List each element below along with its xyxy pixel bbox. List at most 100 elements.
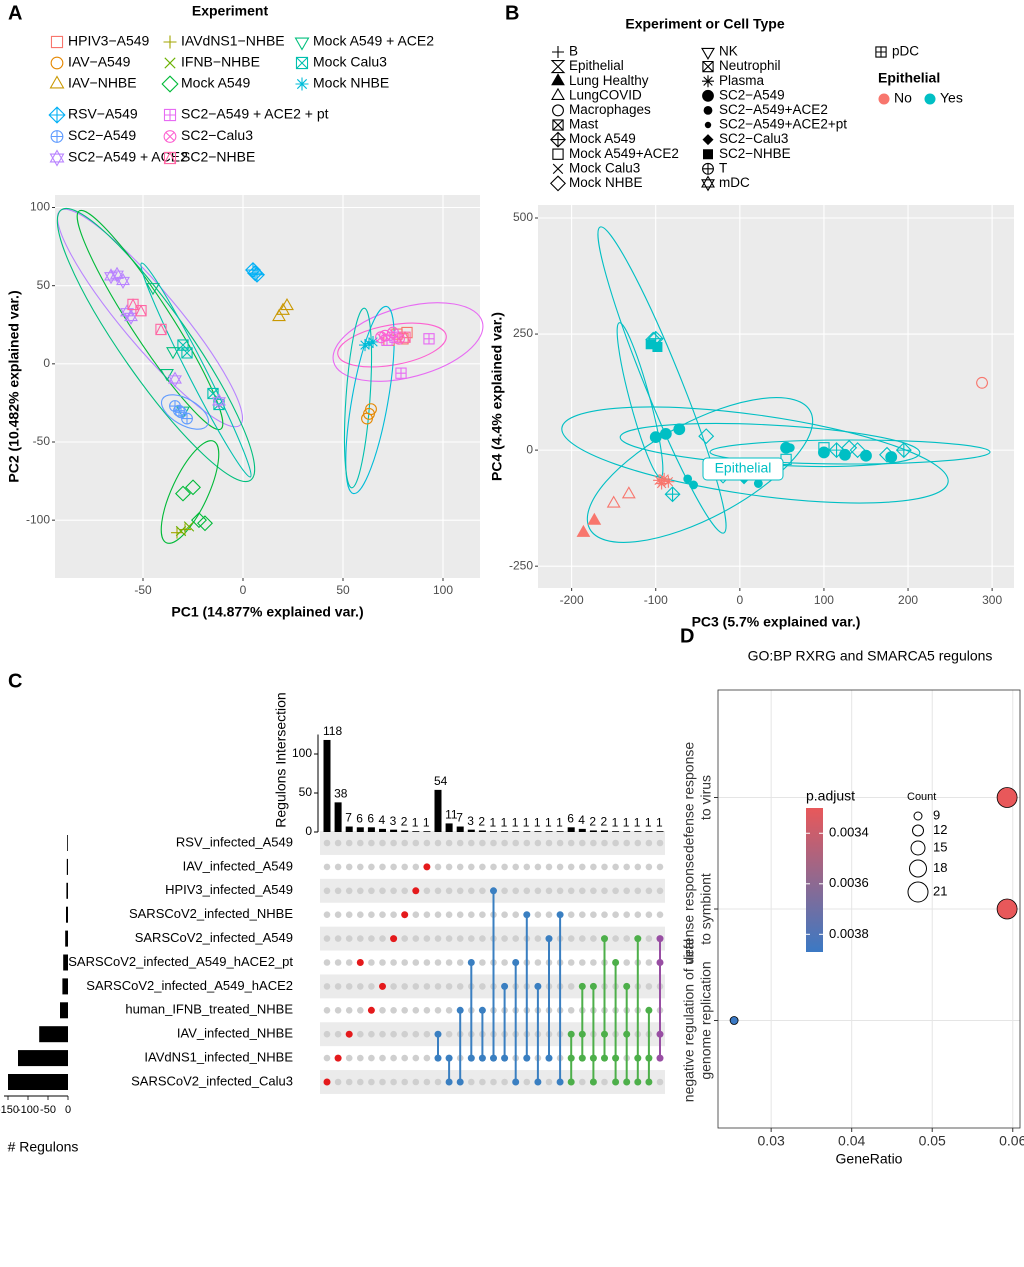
- matrix-dot-active: [634, 1054, 642, 1062]
- matrix-dot: [601, 839, 608, 847]
- set-label: SARSCoV2_infected_NHBE: [129, 906, 293, 921]
- marker-shape: [658, 472, 671, 485]
- ellipse: [597, 226, 727, 534]
- point: [171, 526, 183, 539]
- y-tick-label: defense response: [681, 742, 697, 854]
- matrix-dot: [368, 1030, 375, 1038]
- matrix-dot: [379, 1030, 386, 1038]
- matrix-dot: [434, 1007, 442, 1014]
- point: [587, 512, 602, 525]
- legend-label: SC2−A549+ACE2: [719, 102, 828, 117]
- matrix-dot: [334, 839, 342, 847]
- x-tick-label: -100: [17, 1104, 39, 1116]
- point: [181, 412, 193, 425]
- matrix-dot-active: [467, 959, 475, 966]
- matrix-dot: [357, 1007, 364, 1014]
- marker-shape: [49, 75, 65, 89]
- bar-value-label: 2: [478, 815, 485, 829]
- matrix-dot: [401, 863, 409, 871]
- marker-shape: [701, 47, 715, 61]
- matrix-dot: [534, 959, 542, 966]
- legend-key: [163, 151, 177, 165]
- matrix-dot: [545, 839, 553, 847]
- matrix-dot: [423, 911, 431, 918]
- matrix-dot: [456, 983, 464, 990]
- y-tick-label: negative regulation of viral: [681, 939, 697, 1102]
- y-tick-label: -100: [26, 512, 50, 526]
- marker-shape: [50, 56, 64, 70]
- legend-label: SC2−A549 + ACE2 + pt: [181, 106, 329, 122]
- matrix-dot-active: [490, 887, 497, 895]
- point: [177, 339, 189, 351]
- legend-key: [161, 75, 179, 93]
- matrix-dot: [501, 839, 508, 847]
- matrix-dot: [412, 983, 420, 990]
- panel-b-background: -200 -100 0 100 200 300 -250 0 250 500 PC3 (5.7% e…: [489, 205, 1014, 630]
- intersection-bar: [478, 830, 486, 832]
- legend-label: pDC: [892, 44, 919, 59]
- legend-key: [552, 119, 564, 131]
- y-tick-label: 50: [299, 785, 313, 799]
- bar-value-label: 1: [612, 815, 619, 829]
- matrix-dot-active: [612, 1078, 620, 1086]
- matrix-dot: [434, 839, 442, 847]
- point: [753, 479, 763, 488]
- matrix-dot: [390, 1054, 397, 1062]
- marker-shape: [276, 302, 290, 315]
- matrix-dot: [368, 1078, 375, 1086]
- marker-shape: [124, 308, 138, 325]
- point: [818, 446, 830, 459]
- matrix-dot-active: [490, 1054, 497, 1062]
- matrix-dot: [445, 959, 453, 966]
- point: [621, 486, 636, 499]
- matrix-dot: [390, 983, 397, 990]
- point: [367, 335, 379, 348]
- marker-shape: [163, 35, 177, 49]
- bar-value-label: 2: [589, 815, 596, 829]
- marker-shape: [168, 371, 182, 388]
- x-axis-title: # Regulons: [8, 1139, 79, 1155]
- matrix-dot-active: [379, 982, 386, 990]
- marker-shape: [212, 393, 226, 410]
- matrix-dot: [434, 1078, 442, 1086]
- marker-shape: [181, 412, 193, 425]
- marker-shape: [49, 149, 65, 167]
- matrix-dot: [567, 863, 575, 871]
- matrix-dot: [468, 887, 475, 895]
- matrix-dot: [345, 935, 353, 942]
- legend-key: [50, 35, 64, 49]
- legend-key: [48, 106, 66, 124]
- point: [662, 475, 675, 488]
- legend-title: Epithelial: [878, 70, 940, 86]
- matrix-dot: [612, 935, 619, 942]
- point: [168, 371, 182, 388]
- legend-label: SC2−A549: [68, 127, 136, 143]
- matrix-dot: [479, 959, 486, 966]
- matrix-dot: [412, 863, 420, 871]
- matrix-dot-active: [545, 935, 553, 943]
- matrix-dot: [445, 983, 453, 990]
- matrix-dot: [623, 911, 630, 918]
- matrix-dot: [601, 887, 608, 895]
- matrix-dot: [334, 1078, 342, 1086]
- matrix-dot: [645, 839, 653, 847]
- point: [652, 342, 663, 353]
- point: [197, 515, 213, 532]
- matrix-dot-active: [567, 1078, 575, 1086]
- bar-value-label: 1: [501, 815, 508, 829]
- matrix-dot: [567, 935, 575, 942]
- bar-value-label: 6: [356, 811, 363, 825]
- matrix-dot: [379, 935, 386, 942]
- point: [363, 337, 375, 350]
- legend-label: Epithelial: [569, 58, 624, 73]
- legend-label: 0.0036: [829, 875, 869, 890]
- point: [839, 448, 851, 461]
- matrix-dot: [379, 887, 386, 895]
- ellipse: [345, 305, 395, 495]
- matrix-dot: [556, 863, 564, 871]
- matrix-dot-active: [323, 1078, 331, 1086]
- marker-shape: [146, 283, 160, 296]
- y-tick-label: defense response: [681, 853, 697, 965]
- set-size-bar: [60, 1002, 68, 1019]
- matrix-dot: [357, 887, 364, 895]
